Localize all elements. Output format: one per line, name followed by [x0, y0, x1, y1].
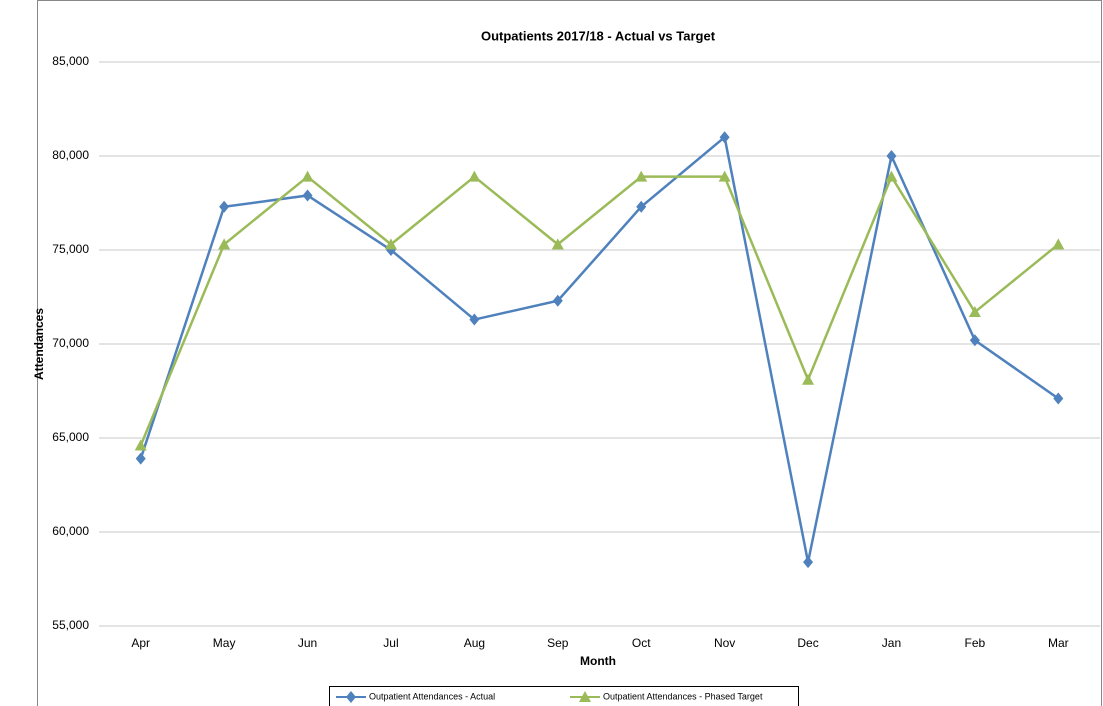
data-point [468, 170, 481, 182]
data-point [219, 200, 230, 213]
y-tick-label: 60,000 [52, 524, 89, 538]
y-tick-label: 65,000 [52, 430, 89, 444]
y-axis-title: Attendances [32, 308, 46, 380]
data-point [384, 238, 397, 250]
legend-label: Outpatient Attendances - Actual [369, 691, 495, 701]
x-tick-label: Jan [882, 636, 901, 650]
data-point [886, 150, 897, 162]
data-point [718, 170, 731, 182]
data-point [1052, 238, 1065, 250]
y-tick-label: 75,000 [52, 242, 89, 256]
legend [329, 686, 799, 706]
data-point [302, 189, 313, 202]
chart-frame [37, 0, 1102, 706]
x-tick-label: Apr [131, 636, 150, 650]
data-point [218, 238, 231, 250]
x-tick-label: Dec [797, 636, 818, 650]
y-tick-label: 80,000 [52, 148, 89, 162]
data-point [968, 306, 981, 318]
x-tick-label: Nov [714, 636, 735, 650]
x-tick-label: Aug [464, 636, 485, 650]
x-tick-label: Sep [547, 636, 569, 650]
x-axis-title: Month [580, 654, 616, 668]
x-tick-label: Jun [298, 636, 317, 650]
x-tick-label: Mar [1048, 636, 1069, 650]
y-tick-label: 85,000 [52, 54, 89, 68]
x-tick-label: Feb [965, 636, 986, 650]
series-line [139, 134, 1060, 563]
data-point [969, 334, 980, 347]
data-point [346, 691, 356, 703]
data-point [135, 452, 146, 465]
data-point [552, 294, 563, 307]
data-point [803, 556, 814, 569]
data-point [551, 238, 564, 250]
series-line [139, 173, 1060, 446]
y-tick-label: 55,000 [52, 618, 89, 632]
data-point [719, 131, 730, 144]
x-tick-label: Jul [383, 636, 398, 650]
legend-label: Outpatient Attendances - Phased Target [603, 691, 763, 701]
x-tick-label: May [213, 636, 236, 650]
data-point [301, 170, 314, 182]
data-point [636, 200, 647, 213]
data-point [802, 373, 815, 385]
chart-title: Outpatients 2017/18 - Actual vs Target [481, 28, 716, 43]
y-tick-label: 70,000 [52, 336, 89, 350]
data-point [635, 170, 648, 182]
data-point [885, 170, 898, 182]
data-point [579, 691, 591, 702]
data-point [1053, 392, 1064, 405]
x-tick-label: Oct [632, 636, 651, 650]
data-point [134, 439, 147, 451]
data-point [469, 313, 480, 326]
